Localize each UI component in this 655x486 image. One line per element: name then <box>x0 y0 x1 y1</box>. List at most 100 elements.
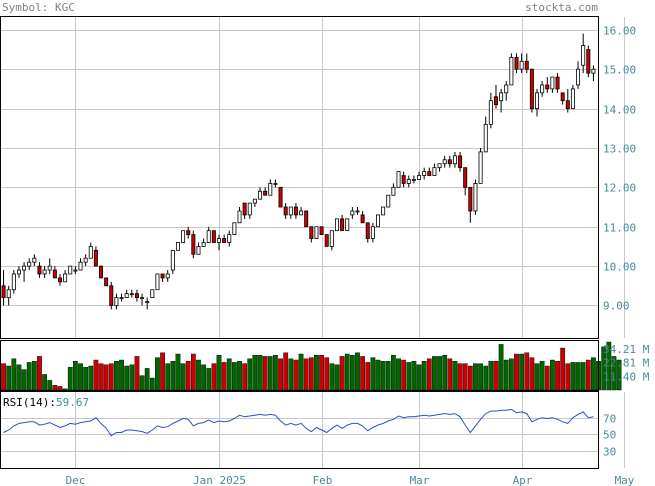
candle-body <box>565 100 570 109</box>
volume-bar <box>144 368 150 391</box>
price-tick-label: 16.00 <box>603 25 636 38</box>
volume-bar <box>365 362 371 391</box>
volume-bar <box>31 361 37 391</box>
x-tick-label: Jan 2025 <box>193 474 246 486</box>
volume-bar <box>416 364 422 391</box>
candle-body <box>47 265 52 271</box>
candle-body <box>396 171 401 188</box>
candle-body <box>483 123 488 153</box>
volume-bar <box>462 363 468 391</box>
candle-body <box>217 238 221 243</box>
volume-bar <box>544 365 550 391</box>
candle-body <box>32 257 37 263</box>
rsi-tick-label: 70 <box>603 413 616 426</box>
volume-bar <box>155 357 160 391</box>
volume-bar <box>329 363 335 391</box>
candle-body <box>211 230 216 243</box>
candle-body <box>509 56 514 86</box>
candle-body <box>206 230 211 243</box>
volume-bar <box>308 357 314 391</box>
candle-body <box>52 269 57 279</box>
candle-body <box>16 269 21 275</box>
candle-body <box>222 238 227 243</box>
volume-bar <box>303 358 309 391</box>
candle-body <box>299 210 304 216</box>
volume-bar <box>160 352 165 391</box>
candle-body <box>196 246 201 255</box>
candle-body <box>258 190 263 200</box>
candle-body <box>463 167 468 188</box>
volume-bar <box>201 364 206 391</box>
rsi-tick-label: 30 <box>603 446 616 459</box>
candle-body <box>237 210 242 224</box>
symbol-label: Symbol: KGC <box>2 1 75 14</box>
x-tick-label: Feb <box>313 474 333 486</box>
volume-bar <box>380 361 386 391</box>
volume-bar <box>473 363 478 391</box>
candle-body <box>109 285 114 306</box>
volume-bar <box>591 357 596 391</box>
volume-bar <box>42 374 47 391</box>
rsi-series-line <box>3 408 594 437</box>
candle-body <box>334 218 339 232</box>
volume-bar <box>585 359 591 391</box>
candle-body <box>57 277 62 283</box>
volume-bar <box>170 361 176 391</box>
candle-body <box>376 214 380 228</box>
volume-bar <box>452 361 458 391</box>
volume-bar <box>57 386 63 391</box>
volume-bar <box>319 355 324 391</box>
volume-bar <box>324 357 330 391</box>
candle-body <box>514 56 519 70</box>
candle-body <box>391 186 396 196</box>
volume-bar <box>196 359 201 391</box>
price-tick-label: 13.00 <box>603 143 636 156</box>
volume-bar <box>539 361 545 391</box>
volume-bar <box>514 353 519 391</box>
volume-bar <box>175 353 181 391</box>
candle-body <box>473 183 478 212</box>
x-tick-label: Dec <box>66 474 86 486</box>
candle-body <box>1 285 6 299</box>
volume-bar <box>257 355 263 391</box>
volume-bar <box>519 353 525 391</box>
candle-body <box>175 242 180 251</box>
volume-bar <box>62 388 68 391</box>
price-tick-label: 12.00 <box>603 182 636 195</box>
volume-bar <box>611 356 617 391</box>
rsi-label-text: RSI(14): <box>3 396 56 409</box>
axis-labels: Dec Jan 2025 Feb Mar Apr May 9.00 10.00 11.00 12.… <box>66 25 650 486</box>
candle-body <box>581 45 586 66</box>
x-tick-label: Apr <box>513 474 533 486</box>
candle-body <box>145 301 150 303</box>
volume-bar <box>483 365 489 391</box>
candle-body <box>576 68 581 86</box>
volume-bar <box>119 359 124 391</box>
volume-bar <box>6 365 12 391</box>
candle-body <box>227 234 232 243</box>
volume-bar <box>421 361 427 391</box>
volume-bar <box>360 356 365 391</box>
volume-bar <box>78 363 83 391</box>
candle-body <box>468 186 473 212</box>
volume-tick-label: 34.21 M <box>603 343 650 356</box>
volume-bar <box>344 353 350 391</box>
volume-bar <box>508 358 514 391</box>
candle-body <box>73 269 78 272</box>
volume-bar <box>47 380 53 391</box>
price-tick-label: 10.00 <box>603 261 636 274</box>
volume-bar <box>232 362 237 391</box>
candle-body <box>11 273 16 291</box>
candle-body <box>545 84 550 90</box>
volume-bar <box>190 353 196 391</box>
candle-body <box>519 60 524 70</box>
volume-bar <box>226 358 232 391</box>
price-tick-label: 15.00 <box>603 64 636 77</box>
volume-bar <box>11 358 17 391</box>
candle-body <box>119 297 124 300</box>
volume-bar <box>493 361 499 391</box>
volume-bar <box>534 363 540 391</box>
volume-bar <box>1 363 6 391</box>
volume-bar <box>391 355 396 391</box>
candle-body <box>6 289 11 299</box>
